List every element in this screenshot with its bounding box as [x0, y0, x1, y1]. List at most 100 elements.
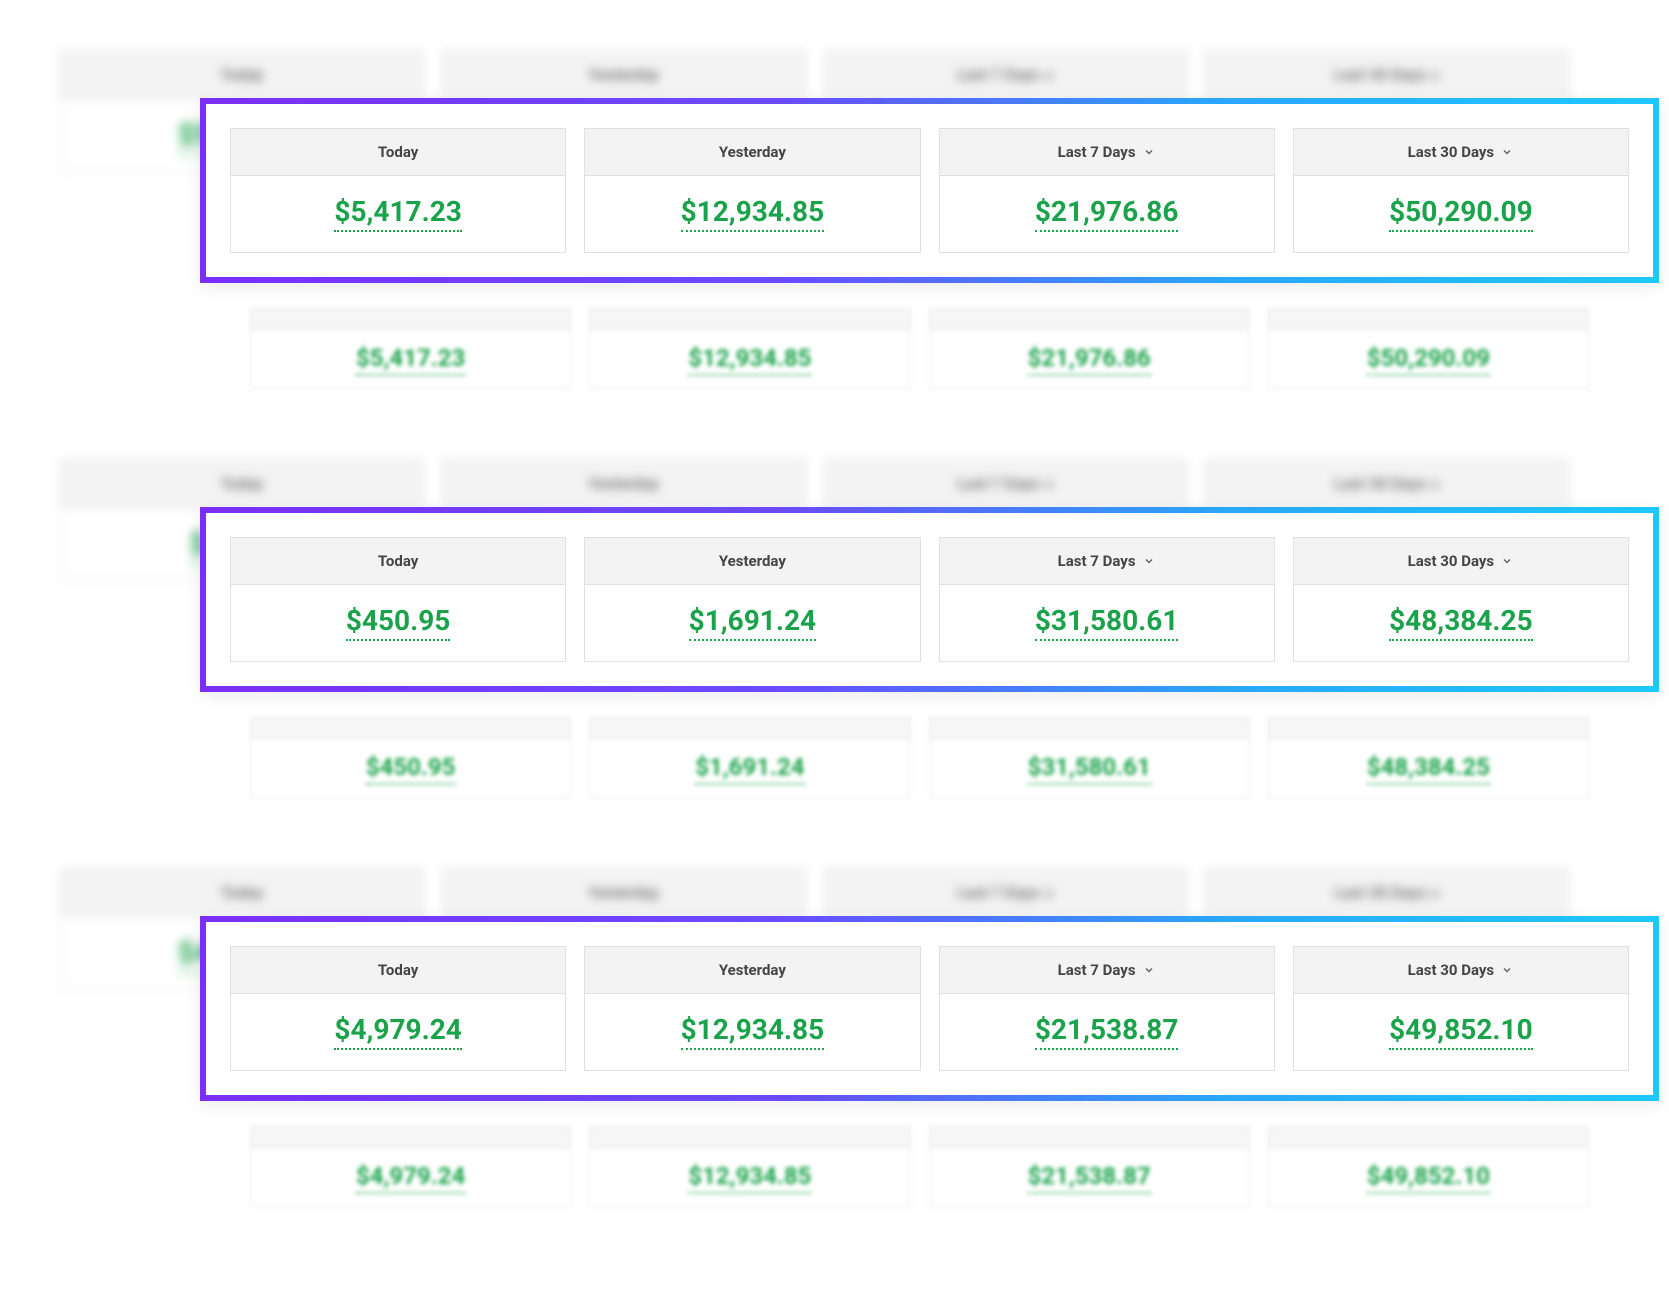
card-header[interactable]: Last 7 Days: [940, 538, 1274, 585]
card-value: $50,290.09: [1294, 176, 1628, 252]
card-value: $49,852.10: [1294, 994, 1628, 1070]
card-value: $49,852.10: [1269, 1148, 1588, 1206]
card-header: Today: [61, 869, 423, 917]
card-value: $4,979.24: [251, 1148, 570, 1206]
stat-card-today[interactable]: Today $4,979.24: [230, 946, 566, 1071]
card-header-empty: [930, 1127, 1249, 1148]
card-header-empty: [1269, 718, 1588, 739]
card-value: $1,691.24: [590, 739, 909, 797]
card-header-empty: [930, 309, 1249, 330]
card-header-empty: [590, 1127, 909, 1148]
stat-card-yesterday[interactable]: Yesterday $12,934.85: [584, 128, 920, 253]
card-header-empty: [590, 309, 909, 330]
card-header: Yesterday: [443, 51, 805, 99]
duplicate-stats-row: $4,979.24 $12,934.85 $21,538.87 $49,852.…: [250, 1126, 1589, 1207]
dropdown-icon: [1044, 480, 1054, 490]
card-header: Yesterday: [585, 538, 919, 585]
card-value: $12,934.85: [585, 994, 919, 1070]
card-value: $12,934.85: [590, 330, 909, 388]
stat-card-last7[interactable]: Last 7 Days $21,538.87: [939, 946, 1275, 1071]
card-header[interactable]: Last 30 Days: [1294, 947, 1628, 994]
highlighted-stats-panel: Today $450.95 Yesterday $1,691.24 Last 7…: [200, 507, 1659, 692]
stat-card-last30[interactable]: Last 30 Days $49,852.10: [1293, 946, 1629, 1071]
card-header-empty: [590, 718, 909, 739]
dup-card-today: $5,417.23: [250, 308, 571, 389]
card-header: Today: [231, 538, 565, 585]
stat-card-last30[interactable]: Last 30 Days $50,290.09: [1293, 128, 1629, 253]
dashboard-stats-gallery: Today $5,417.23 Yesterday $12,934.85 Las…: [0, 0, 1669, 1207]
card-value: $31,580.61: [940, 585, 1274, 661]
card-header[interactable]: Last 30 Days: [1294, 129, 1628, 176]
card-header: Last 30 Days: [1206, 869, 1568, 917]
stat-card-last30[interactable]: Last 30 Days $48,384.25: [1293, 537, 1629, 662]
chevron-down-icon[interactable]: [1500, 963, 1514, 977]
card-header: Today: [231, 947, 565, 994]
card-header: Yesterday: [443, 869, 805, 917]
card-header: Today: [61, 460, 423, 508]
stats-section-1: Today $5,417.23 Yesterday $12,934.85 Las…: [60, 50, 1569, 389]
dup-card-yesterday: $12,934.85: [589, 1126, 910, 1207]
card-header: Today: [61, 51, 423, 99]
card-value: $21,538.87: [930, 1148, 1249, 1206]
card-header: Last 30 Days: [1206, 460, 1568, 508]
dup-card-last30: $50,290.09: [1268, 308, 1589, 389]
stats-row: Today $450.95 Yesterday $1,691.24 Last 7…: [230, 537, 1629, 662]
stats-row: Today $4,979.24 Yesterday $12,934.85 Las…: [230, 946, 1629, 1071]
stat-card-today[interactable]: Today $5,417.23: [230, 128, 566, 253]
duplicate-stats-row: $450.95 $1,691.24 $31,580.61 $48,384.25: [250, 717, 1589, 798]
card-header: Yesterday: [585, 947, 919, 994]
card-header: Last 7 Days: [825, 869, 1187, 917]
chevron-down-icon[interactable]: [1142, 963, 1156, 977]
duplicate-stats-row: $5,417.23 $12,934.85 $21,976.86 $50,290.…: [250, 308, 1589, 389]
chevron-down-icon[interactable]: [1500, 145, 1514, 159]
dropdown-icon: [1430, 889, 1440, 899]
dup-card-yesterday: $12,934.85: [589, 308, 910, 389]
card-value: $12,934.85: [585, 176, 919, 252]
card-value: $21,976.86: [940, 176, 1274, 252]
stat-card-yesterday[interactable]: Yesterday $1,691.24: [584, 537, 920, 662]
card-value: $48,384.25: [1294, 585, 1628, 661]
chevron-down-icon[interactable]: [1142, 145, 1156, 159]
card-header: Last 7 Days: [825, 460, 1187, 508]
dup-card-today: $4,979.24: [250, 1126, 571, 1207]
dup-card-today: $450.95: [250, 717, 571, 798]
card-header: Yesterday: [443, 460, 805, 508]
dup-card-last7: $21,538.87: [929, 1126, 1250, 1207]
card-header-empty: [251, 1127, 570, 1148]
dup-card-last7: $21,976.86: [929, 308, 1250, 389]
card-header[interactable]: Last 30 Days: [1294, 538, 1628, 585]
card-value: $450.95: [251, 739, 570, 797]
card-value: $5,417.23: [231, 176, 565, 252]
card-value: $1,691.24: [585, 585, 919, 661]
stat-card-yesterday[interactable]: Yesterday $12,934.85: [584, 946, 920, 1071]
highlighted-stats-panel: Today $5,417.23 Yesterday $12,934.85 Las…: [200, 98, 1659, 283]
dup-card-yesterday: $1,691.24: [589, 717, 910, 798]
stats-section-3: Today $4,979.24 Yesterday $12,934.85 Las…: [60, 868, 1569, 1207]
card-value: $12,934.85: [590, 1148, 909, 1206]
card-header: Today: [231, 129, 565, 176]
dup-card-last30: $49,852.10: [1268, 1126, 1589, 1207]
chevron-down-icon[interactable]: [1142, 554, 1156, 568]
card-value: $450.95: [231, 585, 565, 661]
dropdown-icon: [1430, 480, 1440, 490]
dropdown-icon: [1044, 71, 1054, 81]
card-value: $31,580.61: [930, 739, 1249, 797]
dropdown-icon: [1430, 71, 1440, 81]
dup-card-last7: $31,580.61: [929, 717, 1250, 798]
highlighted-stats-panel: Today $4,979.24 Yesterday $12,934.85 Las…: [200, 916, 1659, 1101]
card-header-empty: [930, 718, 1249, 739]
card-value: $21,976.86: [930, 330, 1249, 388]
card-header[interactable]: Last 7 Days: [940, 947, 1274, 994]
stats-section-2: Today $450.95 Yesterday $1,691.24 Last 7…: [60, 459, 1569, 798]
card-header[interactable]: Last 7 Days: [940, 129, 1274, 176]
card-header-empty: [251, 718, 570, 739]
card-header: Last 30 Days: [1206, 51, 1568, 99]
card-header-empty: [251, 309, 570, 330]
card-value: $5,417.23: [251, 330, 570, 388]
stat-card-today[interactable]: Today $450.95: [230, 537, 566, 662]
stat-card-last7[interactable]: Last 7 Days $31,580.61: [939, 537, 1275, 662]
stats-row: Today $5,417.23 Yesterday $12,934.85 Las…: [230, 128, 1629, 253]
chevron-down-icon[interactable]: [1500, 554, 1514, 568]
card-value: $48,384.25: [1269, 739, 1588, 797]
stat-card-last7[interactable]: Last 7 Days $21,976.86: [939, 128, 1275, 253]
